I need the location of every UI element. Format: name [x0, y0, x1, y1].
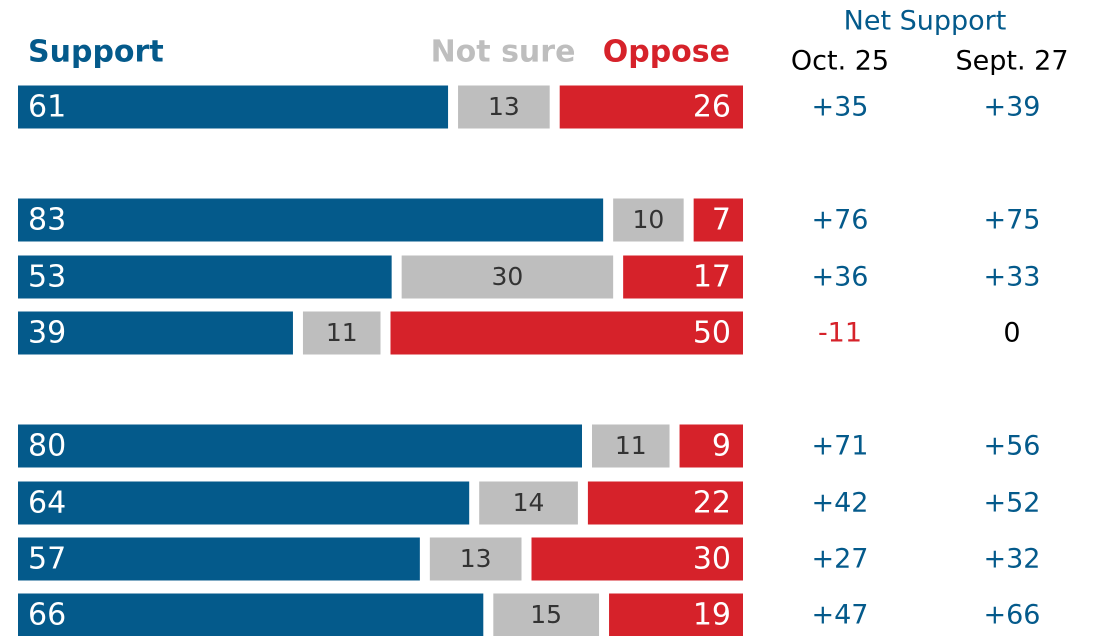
bar-segment — [559, 85, 743, 129]
bar-label: 80 — [28, 429, 66, 464]
legend-label: Support — [28, 35, 164, 70]
bar-label: 7 — [712, 203, 731, 238]
bar-label: 22 — [693, 486, 731, 521]
net-value: +56 — [984, 431, 1041, 462]
bar-label: 15 — [530, 600, 562, 629]
bar-label: 39 — [28, 316, 66, 351]
bar-label: 57 — [28, 542, 66, 577]
column-header: Oct. 25 — [791, 46, 889, 77]
bar-segment — [679, 424, 743, 468]
legend-label: Not sure — [431, 35, 576, 70]
bar-label: 53 — [28, 260, 66, 295]
bar-segment — [479, 481, 578, 525]
net-value: +47 — [812, 600, 869, 631]
bar-label: 66 — [28, 598, 66, 633]
net-value: +75 — [984, 205, 1041, 236]
bar-segment — [18, 198, 604, 242]
bar-segment — [401, 255, 614, 299]
net-value: +36 — [812, 262, 869, 293]
bar-segment — [458, 85, 550, 129]
net-value: +39 — [984, 92, 1041, 123]
bar-segment — [613, 198, 684, 242]
bar-label: 11 — [615, 431, 647, 460]
bar-label: 14 — [513, 488, 545, 517]
net-support-title: Net Support — [844, 6, 1007, 37]
bar-label: 30 — [491, 262, 523, 291]
net-value: +66 — [984, 600, 1041, 631]
bar-segment — [18, 424, 582, 468]
net-value: +27 — [812, 544, 869, 575]
net-value: +32 — [984, 544, 1041, 575]
bar-segment — [623, 255, 743, 299]
bar-segment — [18, 537, 420, 581]
bar-segment — [302, 311, 381, 355]
bar-segment — [493, 593, 600, 636]
bar-label: 9 — [712, 429, 731, 464]
net-value: +42 — [812, 488, 869, 519]
bar-label: 17 — [693, 260, 731, 295]
bar-label: 13 — [488, 92, 520, 121]
bar-segment — [429, 537, 522, 581]
net-value: +33 — [984, 262, 1041, 293]
bar-label: 13 — [460, 544, 492, 573]
bar-segment — [18, 85, 449, 129]
bar-label: 11 — [326, 318, 358, 347]
bar-label: 50 — [693, 316, 731, 351]
bar-label: 19 — [693, 598, 731, 633]
legend-label: Oppose — [603, 35, 730, 70]
bar-segment — [693, 198, 743, 242]
bar-segment — [587, 481, 743, 525]
bar-segment — [609, 593, 743, 636]
bar-label: 10 — [632, 205, 664, 234]
net-value: +76 — [812, 205, 869, 236]
bar-segment — [592, 424, 670, 468]
bar-segment — [18, 481, 470, 525]
bar-label: 64 — [28, 486, 66, 521]
bar-label: 61 — [28, 90, 66, 125]
bar-segment — [18, 593, 484, 636]
bar-segment — [18, 255, 392, 299]
net-value: +71 — [812, 431, 869, 462]
net-value: +35 — [812, 92, 869, 123]
bar-label: 26 — [693, 90, 731, 125]
net-value: +52 — [984, 488, 1041, 519]
bar-segment — [390, 311, 743, 355]
net-value: -11 — [818, 318, 862, 349]
bar-label: 83 — [28, 203, 66, 238]
column-header: Sept. 27 — [956, 46, 1069, 77]
bar-label: 30 — [693, 542, 731, 577]
net-value: 0 — [1003, 318, 1020, 349]
bar-segment — [18, 311, 293, 355]
bar-segment — [531, 537, 743, 581]
